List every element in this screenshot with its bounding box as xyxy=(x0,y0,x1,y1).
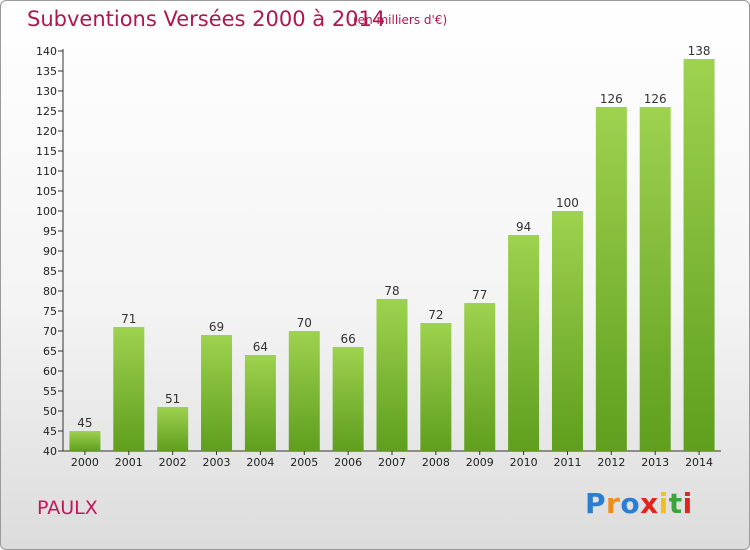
y-tick-label: 130 xyxy=(36,85,57,98)
x-tick-label-2011: 2011 xyxy=(553,456,581,469)
bar-2006 xyxy=(332,347,364,451)
y-tick-label: 135 xyxy=(36,65,57,78)
bar-2010 xyxy=(508,235,540,451)
bar-2001 xyxy=(113,327,145,451)
bar-2004 xyxy=(244,355,276,451)
chart-title: Subventions Versées 2000 à 2014 xyxy=(27,7,386,31)
y-tick-label: 45 xyxy=(43,425,57,438)
logo-letter: r xyxy=(606,487,621,520)
value-label-2010: 94 xyxy=(516,220,531,234)
bar-2009 xyxy=(464,303,496,451)
value-label-2014: 138 xyxy=(688,44,711,58)
x-tick-label-2004: 2004 xyxy=(246,456,274,469)
x-tick-label-2000: 2000 xyxy=(71,456,99,469)
value-label-2005: 70 xyxy=(297,316,312,330)
y-tick-label: 80 xyxy=(43,285,57,298)
y-tick-label: 125 xyxy=(36,105,57,118)
bar-2014 xyxy=(683,59,715,451)
proxiti-logo: Proxiti xyxy=(585,487,693,520)
x-tick-label-2001: 2001 xyxy=(115,456,143,469)
x-tick-label-2006: 2006 xyxy=(334,456,362,469)
y-tick-label: 120 xyxy=(36,125,57,138)
y-tick-label: 85 xyxy=(43,265,57,278)
value-label-2006: 66 xyxy=(340,332,355,346)
x-tick-label-2005: 2005 xyxy=(290,456,318,469)
value-label-2009: 77 xyxy=(472,288,487,302)
chart-subtitle: (en milliers d'€) xyxy=(353,13,448,27)
logo-letter: i xyxy=(682,487,693,520)
y-tick-label: 115 xyxy=(36,145,57,158)
y-tick-label: 90 xyxy=(43,245,57,258)
bar-2012 xyxy=(595,107,627,451)
value-label-2004: 64 xyxy=(253,340,268,354)
value-label-2003: 69 xyxy=(209,320,224,334)
value-label-2002: 51 xyxy=(165,392,180,406)
bar-2007 xyxy=(376,299,408,451)
x-tick-label-2009: 2009 xyxy=(466,456,494,469)
y-tick-label: 105 xyxy=(36,185,57,198)
x-tick-label-2007: 2007 xyxy=(378,456,406,469)
x-tick-label-2003: 2003 xyxy=(203,456,231,469)
y-tick-label: 55 xyxy=(43,385,57,398)
bar-2005 xyxy=(288,331,320,451)
x-tick-label-2014: 2014 xyxy=(685,456,713,469)
bar-2003 xyxy=(201,335,233,451)
x-tick-label-2012: 2012 xyxy=(597,456,625,469)
y-tick-label: 95 xyxy=(43,225,57,238)
y-tick-label: 40 xyxy=(43,445,57,458)
y-tick-label: 110 xyxy=(36,165,57,178)
x-tick-label-2002: 2002 xyxy=(159,456,187,469)
logo-letter: o xyxy=(620,487,641,520)
logo-letter: x xyxy=(640,487,659,520)
x-tick-label-2013: 2013 xyxy=(641,456,669,469)
y-tick-label: 75 xyxy=(43,305,57,318)
logo-letter: i xyxy=(658,487,669,520)
y-tick-label: 65 xyxy=(43,345,57,358)
y-tick-label: 60 xyxy=(43,365,57,378)
bar-2002 xyxy=(157,407,189,451)
value-label-2012: 126 xyxy=(600,92,623,106)
bar-2011 xyxy=(551,211,583,451)
commune-name: PAULX xyxy=(37,497,98,519)
logo-letter: t xyxy=(668,487,683,520)
value-label-2013: 126 xyxy=(644,92,667,106)
logo-letter: P xyxy=(585,487,607,520)
y-tick-label: 100 xyxy=(36,205,57,218)
x-tick-label-2010: 2010 xyxy=(510,456,538,469)
bar-2013 xyxy=(639,107,671,451)
bar-2008 xyxy=(420,323,452,451)
x-tick-label-2008: 2008 xyxy=(422,456,450,469)
value-label-2008: 72 xyxy=(428,308,443,322)
value-label-2001: 71 xyxy=(121,312,136,326)
y-tick-label: 50 xyxy=(43,405,57,418)
value-label-2011: 100 xyxy=(556,196,579,210)
value-label-2007: 78 xyxy=(384,284,399,298)
bar-2000 xyxy=(69,431,101,451)
y-tick-label: 140 xyxy=(36,45,57,58)
y-tick-label: 70 xyxy=(43,325,57,338)
value-label-2000: 45 xyxy=(77,416,92,430)
